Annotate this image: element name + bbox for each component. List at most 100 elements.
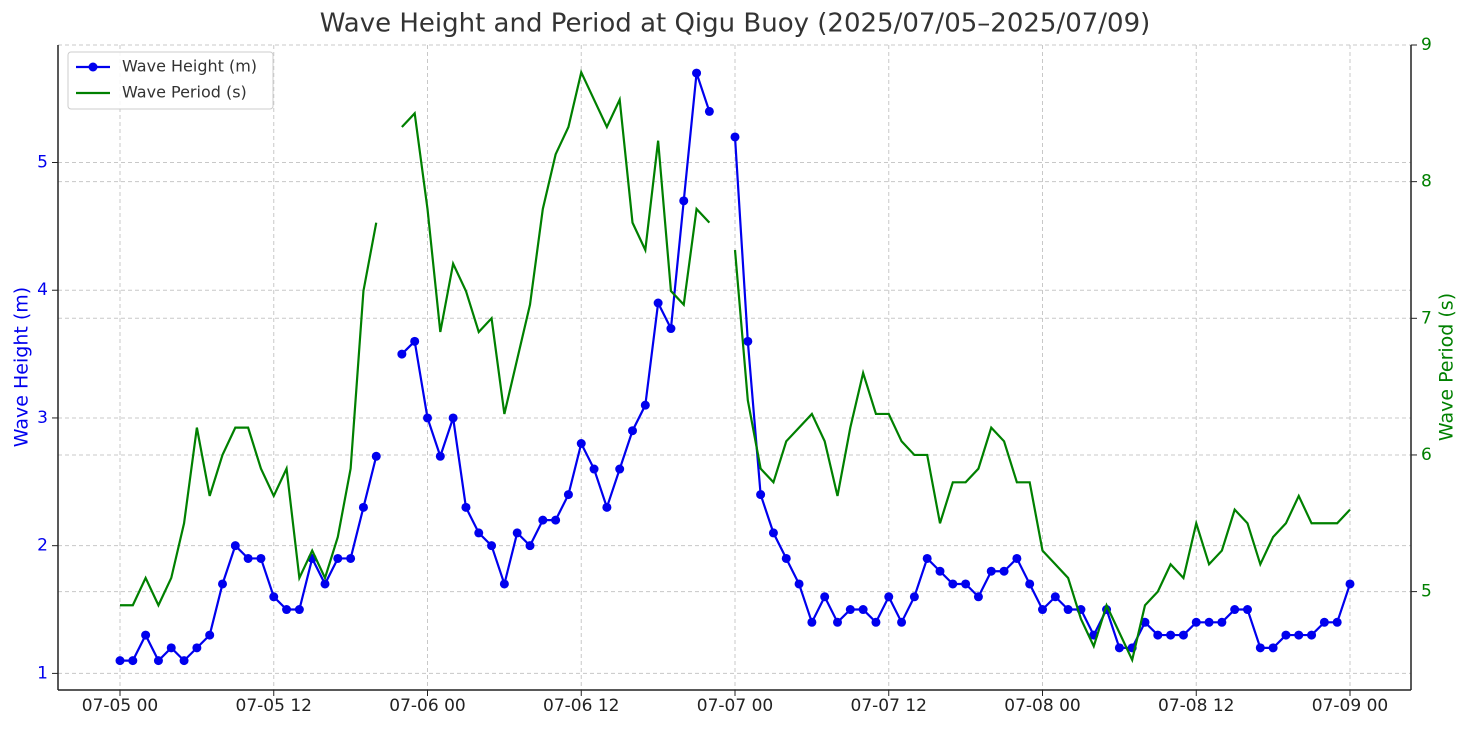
y-tick-label: 5: [37, 153, 48, 173]
point: [563, 490, 573, 500]
point: [243, 553, 253, 563]
point: [1281, 630, 1291, 640]
point: [781, 553, 791, 563]
point: [615, 464, 625, 474]
point: [756, 490, 766, 500]
y2-tick-label: 6: [1421, 445, 1432, 465]
x-tick-label: 07-05 00: [82, 696, 158, 716]
point: [922, 553, 932, 563]
legend-label: Wave Height (m): [122, 57, 257, 76]
y-tick-label: 4: [37, 280, 48, 300]
x-tick-label: 07-07 12: [851, 696, 927, 716]
point: [320, 579, 330, 589]
y-tick-label: 1: [37, 663, 48, 683]
point: [833, 617, 842, 627]
point: [858, 605, 868, 615]
y2-tick-label: 8: [1421, 172, 1432, 192]
point: [1268, 643, 1278, 653]
y2-axis-title: Wave Period (s): [1436, 293, 1458, 441]
x-tick-label: 07-06 12: [543, 696, 619, 716]
point: [371, 451, 381, 461]
point: [1114, 643, 1124, 653]
point: [128, 656, 138, 666]
point: [961, 579, 971, 589]
y2-tick-label: 7: [1421, 308, 1432, 328]
y-axis-title: Wave Height (m): [11, 287, 33, 447]
point: [282, 605, 292, 615]
point: [538, 515, 548, 525]
point: [1217, 617, 1227, 627]
point: [256, 553, 266, 563]
point: [218, 579, 227, 589]
x-tick-label: 07-08 12: [1158, 696, 1234, 716]
point: [640, 400, 650, 410]
point: [692, 68, 702, 78]
point: [730, 132, 740, 142]
point: [269, 592, 279, 602]
point: [205, 630, 215, 640]
point: [845, 605, 855, 615]
point: [448, 413, 458, 423]
point: [948, 579, 958, 589]
point: [576, 438, 586, 448]
point: [999, 566, 1009, 576]
point: [871, 617, 881, 627]
x-tick-label: 07-05 12: [236, 696, 312, 716]
legend-label: Wave Period (s): [122, 83, 247, 102]
point: [820, 592, 830, 602]
point: [653, 298, 663, 308]
point: [397, 349, 407, 359]
point: [743, 336, 753, 346]
point: [973, 592, 983, 602]
point: [141, 630, 151, 640]
legend-box: [67, 51, 274, 110]
point: [1345, 579, 1355, 589]
y2-tick-label: 9: [1421, 35, 1432, 55]
point: [1319, 617, 1329, 627]
point: [679, 196, 689, 206]
point: [1012, 553, 1022, 563]
point: [487, 541, 497, 551]
point: [1204, 617, 1214, 627]
point: [1063, 605, 1073, 615]
point: [551, 515, 561, 525]
point: [179, 656, 189, 666]
point: [909, 592, 919, 602]
point: [1332, 617, 1342, 627]
point: [794, 579, 804, 589]
point: [1191, 617, 1201, 627]
point: [474, 528, 484, 538]
legend-marker: [88, 62, 98, 72]
point: [192, 643, 202, 653]
point: [1255, 643, 1265, 653]
point: [1140, 617, 1150, 627]
point: [884, 592, 894, 602]
point: [435, 451, 445, 461]
point: [499, 579, 509, 589]
point: [423, 413, 432, 423]
point: [666, 324, 676, 334]
point: [1153, 630, 1163, 640]
point: [1178, 630, 1188, 640]
y-tick-label: 3: [37, 408, 48, 428]
point: [230, 541, 240, 551]
point: [1243, 605, 1252, 615]
x-tick-label: 07-06 00: [389, 696, 465, 716]
point: [704, 106, 714, 116]
chart-title: Wave Height and Period at Qigu Buoy (202…: [320, 9, 1151, 39]
point: [897, 617, 907, 627]
x-tick-label: 07-07 00: [697, 696, 773, 716]
point: [346, 553, 356, 563]
point: [1050, 592, 1060, 602]
y-tick-label: 2: [37, 536, 48, 556]
point: [333, 553, 343, 563]
point: [166, 643, 176, 653]
point: [410, 336, 420, 346]
x-tick-label: 07-08 00: [1004, 696, 1080, 716]
point: [628, 426, 637, 436]
point: [986, 566, 996, 576]
point: [1307, 630, 1317, 640]
point: [807, 617, 817, 627]
